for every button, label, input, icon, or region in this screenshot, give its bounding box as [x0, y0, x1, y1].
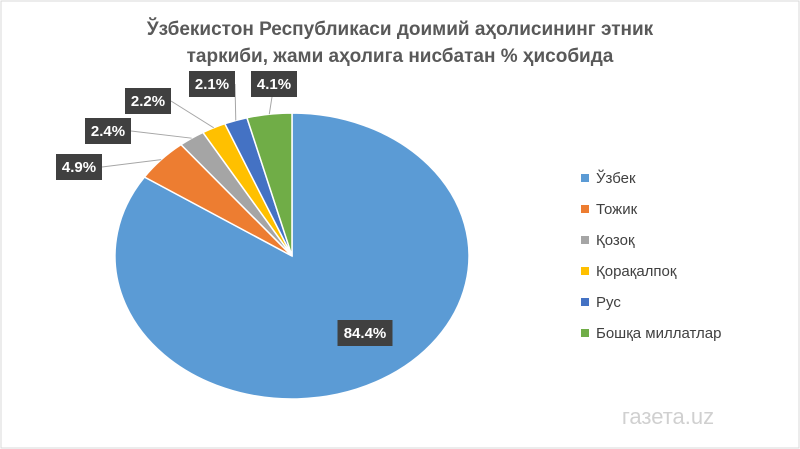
- legend-swatch: [581, 329, 589, 337]
- label-box: [251, 71, 297, 97]
- label-box: [189, 71, 235, 97]
- leader-line: [170, 100, 214, 129]
- data-label: 2.2%: [131, 93, 165, 110]
- legend-label: Рус: [596, 294, 621, 311]
- pie-slice: [245, 112, 293, 257]
- label-box: [337, 320, 393, 346]
- legend-label: Тожик: [596, 201, 638, 218]
- chart-title: Ўзбекистон Республикаси доимий аҳолисини…: [146, 18, 654, 40]
- legend-swatch: [581, 174, 589, 182]
- legend-label: Бошқа миллатлар: [596, 325, 721, 342]
- data-label: 84.4%: [344, 325, 387, 342]
- leader-line: [101, 159, 162, 168]
- data-label: 2.1%: [195, 76, 229, 93]
- legend-swatch: [581, 236, 589, 244]
- legend-swatch: [581, 267, 589, 275]
- label-box: [85, 118, 131, 144]
- label-box: [56, 154, 102, 180]
- data-label: 4.9%: [62, 159, 96, 176]
- watermark: газета.uz: [622, 404, 714, 429]
- legend-label: Ўзбек: [596, 169, 636, 187]
- legend-swatch: [581, 298, 589, 306]
- legend-label: Қорақалпоқ: [596, 263, 677, 280]
- legend-swatch: [581, 205, 589, 213]
- data-label: 2.4%: [91, 123, 125, 140]
- chart-title: таркиби, жами аҳолига нисбатан % ҳисобид…: [187, 46, 614, 67]
- legend-label: Қозоқ: [596, 232, 635, 249]
- leader-line: [234, 83, 237, 121]
- data-label: 4.1%: [257, 76, 291, 93]
- label-box: [125, 88, 171, 114]
- leader-line: [130, 130, 192, 139]
